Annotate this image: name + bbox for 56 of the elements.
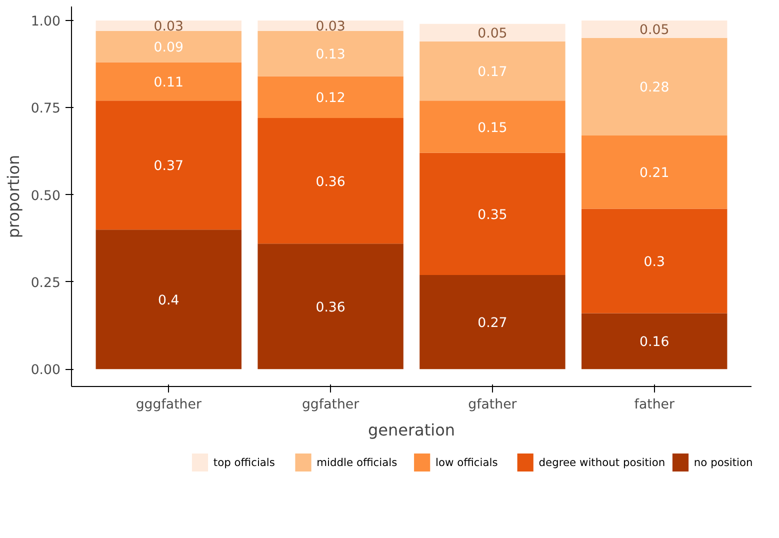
data-label: 0.36 bbox=[316, 174, 346, 190]
x-tick-label: gfather bbox=[468, 398, 518, 412]
data-label: 0.05 bbox=[640, 23, 670, 38]
y-tick-label: 0.25 bbox=[30, 276, 61, 291]
bar bbox=[258, 118, 404, 244]
data-label: 0.09 bbox=[154, 40, 184, 56]
y-tick-label: 0.50 bbox=[30, 188, 61, 204]
data-label: 0.36 bbox=[316, 300, 346, 316]
data-label: 0.17 bbox=[478, 64, 508, 80]
bar bbox=[420, 274, 566, 370]
bar bbox=[258, 76, 404, 118]
bar bbox=[258, 244, 404, 370]
legend-label: no position bbox=[694, 456, 753, 469]
bar bbox=[582, 135, 728, 209]
bar bbox=[582, 313, 728, 370]
x-tick-label: gggfather bbox=[136, 398, 202, 412]
y-axis-title: proportion bbox=[4, 154, 23, 238]
y-tick-label: 0.75 bbox=[30, 102, 61, 117]
data-label: 0.15 bbox=[478, 120, 508, 136]
bar bbox=[582, 38, 728, 136]
y-tick-label: 1.00 bbox=[30, 14, 61, 30]
bar bbox=[96, 30, 242, 62]
x-tick-label: father bbox=[634, 398, 675, 412]
legend-label: low officials bbox=[436, 456, 498, 469]
bar bbox=[96, 230, 242, 370]
data-label: 0.13 bbox=[316, 48, 346, 63]
legend-label: top officials bbox=[213, 456, 276, 469]
data-label: 0.28 bbox=[640, 80, 670, 96]
data-label: 0.03 bbox=[316, 20, 346, 35]
data-label: 0.12 bbox=[316, 91, 346, 106]
legend-label: degree without position bbox=[538, 456, 666, 469]
bar bbox=[96, 62, 242, 101]
x-tick-label: ggfather bbox=[302, 398, 360, 412]
data-label: 0.4 bbox=[158, 293, 180, 308]
data-label: 0.35 bbox=[478, 208, 508, 223]
bar bbox=[420, 24, 566, 42]
x-axis-title: generation bbox=[368, 420, 456, 440]
y-tick-label: 0.00 bbox=[30, 363, 61, 378]
data-label: 0.11 bbox=[154, 75, 184, 90]
bar bbox=[582, 20, 728, 38]
bar bbox=[420, 152, 566, 275]
data-label: 0.27 bbox=[478, 316, 508, 332]
bar bbox=[420, 100, 566, 153]
data-label: 0.3 bbox=[644, 254, 665, 270]
data-label: 0.05 bbox=[478, 26, 508, 42]
bar bbox=[258, 20, 404, 31]
bar bbox=[258, 30, 404, 76]
data-label: 0.37 bbox=[154, 159, 184, 174]
data-label: 0.16 bbox=[640, 335, 670, 350]
bar bbox=[420, 41, 566, 101]
bar bbox=[96, 20, 242, 31]
data-label: 0.21 bbox=[640, 166, 670, 182]
legend-label: middle officials bbox=[316, 456, 398, 469]
bar bbox=[96, 100, 242, 230]
bar bbox=[582, 208, 728, 314]
data-label: 0.03 bbox=[154, 20, 184, 35]
